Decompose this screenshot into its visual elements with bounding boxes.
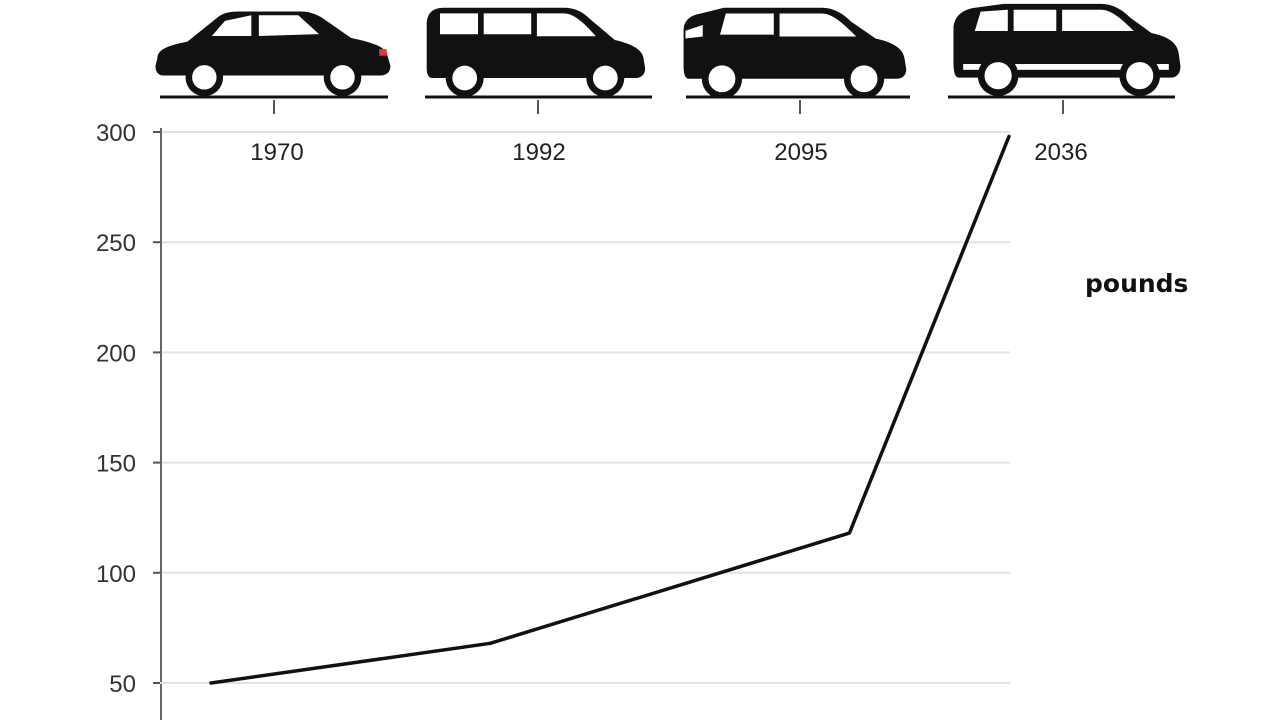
compact-suv-icon (683, 7, 907, 98)
y-tick-label: 200 (96, 340, 136, 367)
car-icon-row (155, 3, 1181, 99)
y-tick-label: 50 (109, 671, 136, 698)
x-tick-label: 2036 (1034, 139, 1087, 166)
x-tick-label: 1970 (250, 139, 303, 166)
unit-label: pounds (1085, 269, 1188, 298)
y-tick-label: 100 (96, 561, 136, 588)
gridlines (153, 131, 1010, 684)
y-tick-label: 150 (96, 451, 136, 478)
minivan-icon (426, 7, 646, 97)
suv-icon (953, 3, 1181, 97)
series-line (209, 134, 1011, 685)
y-tick-label: 250 (96, 230, 136, 257)
y-tick-label: 300 (96, 120, 136, 147)
y-tick-labels: 50 100 150 200 250 300 (96, 120, 136, 698)
axes (160, 128, 1010, 720)
x-tick-label: 2095 (774, 139, 827, 166)
hatchback-icon (155, 11, 391, 97)
x-tick-labels: 1970 1992 2095 2036 (250, 100, 1088, 166)
series-lines (209, 134, 1011, 685)
x-tick-label: 1992 (512, 139, 565, 166)
